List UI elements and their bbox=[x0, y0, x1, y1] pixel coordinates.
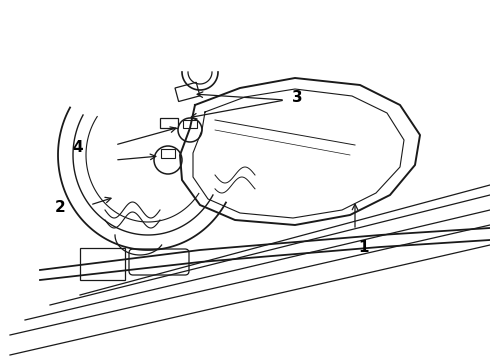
Text: 4: 4 bbox=[72, 140, 83, 156]
Bar bbox=[160, 118, 178, 128]
Circle shape bbox=[154, 146, 182, 174]
Text: 1: 1 bbox=[358, 240, 368, 255]
Bar bbox=[183, 120, 197, 128]
Bar bbox=[175, 82, 200, 102]
Bar bbox=[80, 248, 125, 280]
Bar bbox=[161, 149, 175, 158]
Text: 2: 2 bbox=[55, 201, 66, 216]
Circle shape bbox=[178, 118, 202, 142]
Text: 3: 3 bbox=[292, 90, 303, 105]
